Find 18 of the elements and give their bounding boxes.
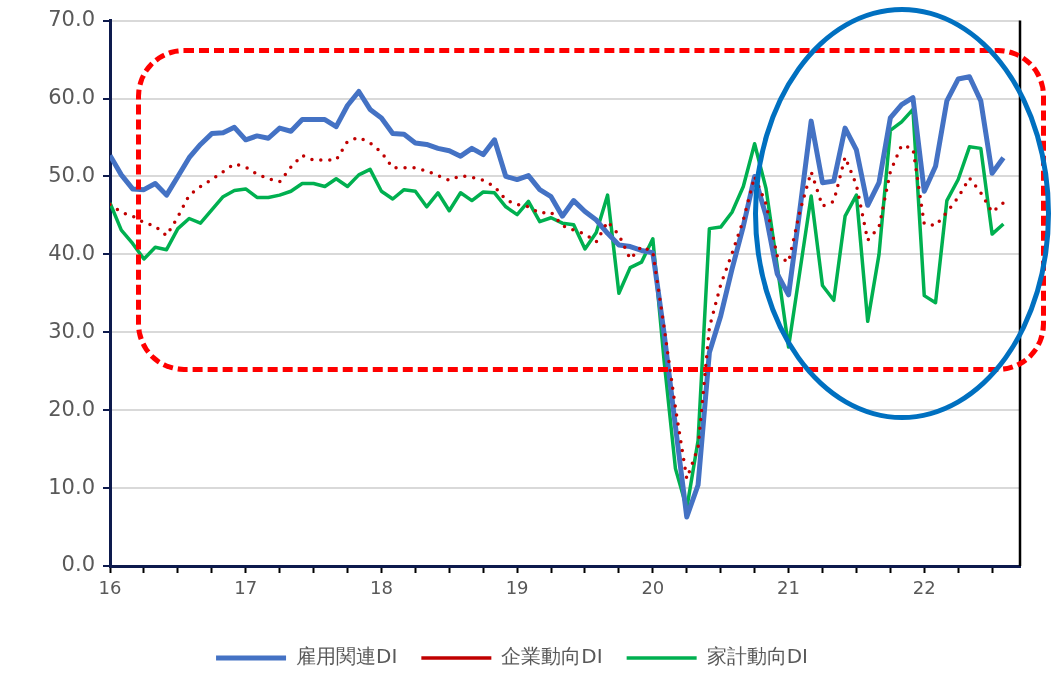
x-tick-label: 16 [98,577,122,599]
x-tick-label: 18 [369,577,393,599]
y-tick-label: 70.0 [48,7,95,32]
legend-label: 家計動向DI [706,644,808,669]
y-tick-label: 50.0 [48,162,95,187]
y-tick-label: 60.0 [48,84,95,109]
x-tick-label: 17 [234,577,258,599]
legend-label: 雇用関連DI [296,644,398,669]
y-tick-label: 40.0 [48,240,95,265]
x-tick-label: 19 [505,577,529,599]
y-tick-label: 30.0 [48,318,95,343]
x-tick-label: 20 [641,577,665,599]
x-tick-label: 22 [912,577,936,599]
y-tick-label: 0.0 [61,552,95,577]
x-tick-label: 21 [777,577,800,599]
legend-label: 企業動向DI [501,644,603,669]
y-tick-label: 10.0 [48,474,95,499]
y-tick-label: 20.0 [48,396,95,421]
